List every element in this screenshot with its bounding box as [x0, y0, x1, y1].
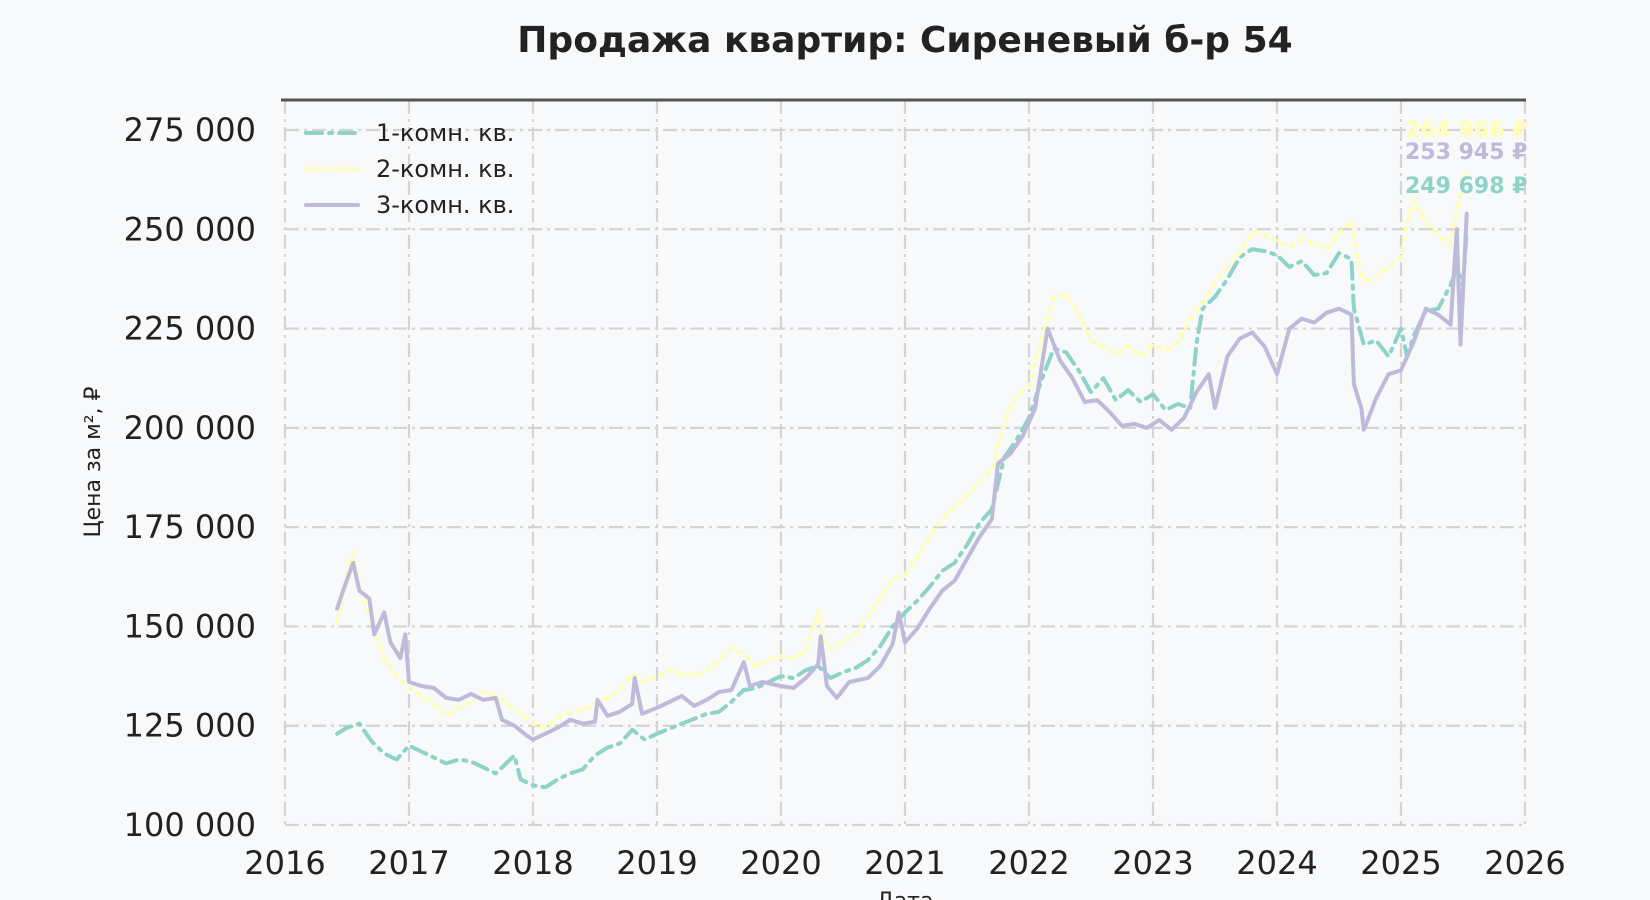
y-tick-label: 125 000: [124, 707, 256, 745]
end-labels: 249 698 ₽ 264 966 ₽253 945 ₽: [1405, 118, 1527, 199]
y-tick-label: 100 000: [124, 806, 256, 844]
y-tick-label: 225 000: [124, 310, 256, 348]
x-tick-label: 2020: [740, 844, 821, 882]
series-line-1: [335, 228, 1469, 790]
series-end-label-3: 253 945 ₽: [1405, 140, 1527, 165]
grid: [283, 100, 1527, 827]
series-layer: [335, 167, 1469, 790]
y-tick-label: 175 000: [124, 508, 256, 546]
x-tick-label: 2023: [1112, 844, 1193, 882]
series-end-label-1: 249 698 ₽: [1405, 174, 1527, 199]
x-tick-label: 2018: [492, 844, 573, 882]
x-tick-label: 2025: [1360, 844, 1441, 882]
legend-label-2: 2-комн. кв.: [376, 155, 514, 183]
series-end-label-2: 264 966 ₽: [1405, 118, 1527, 143]
x-tick-label: 2016: [244, 844, 325, 882]
series-line-2: [335, 167, 1469, 730]
legend: 1-комн. кв. 2-комн. кв. 3-комн. кв.: [304, 119, 514, 219]
x-axis-label: Дата: [877, 889, 934, 900]
y-tick-label: 200 000: [124, 409, 256, 447]
chart-title: Продажа квартир: Сиреневый б-р 54: [517, 20, 1292, 61]
x-tick-label: 2024: [1236, 844, 1317, 882]
x-tick-label: 2021: [864, 844, 945, 882]
x-tick-label: 2017: [368, 844, 449, 882]
y-axis-label: Цена за м², ₽: [81, 386, 106, 537]
legend-label-3: 3-комн. кв.: [376, 191, 514, 219]
axis-ticks: 2016 2017 2018 2019 2020 2021 2022 2023 2024 2025…: [124, 111, 1566, 882]
x-tick-label: 2019: [616, 844, 697, 882]
legend-label-1: 1-комн. кв.: [376, 119, 514, 147]
x-tick-label: 2026: [1484, 844, 1565, 882]
x-tick-label: 2022: [988, 844, 1069, 882]
y-tick-label: 275 000: [124, 111, 256, 149]
y-tick-label: 150 000: [124, 607, 256, 645]
y-tick-label: 250 000: [124, 210, 256, 248]
series-line-3: [335, 211, 1469, 742]
